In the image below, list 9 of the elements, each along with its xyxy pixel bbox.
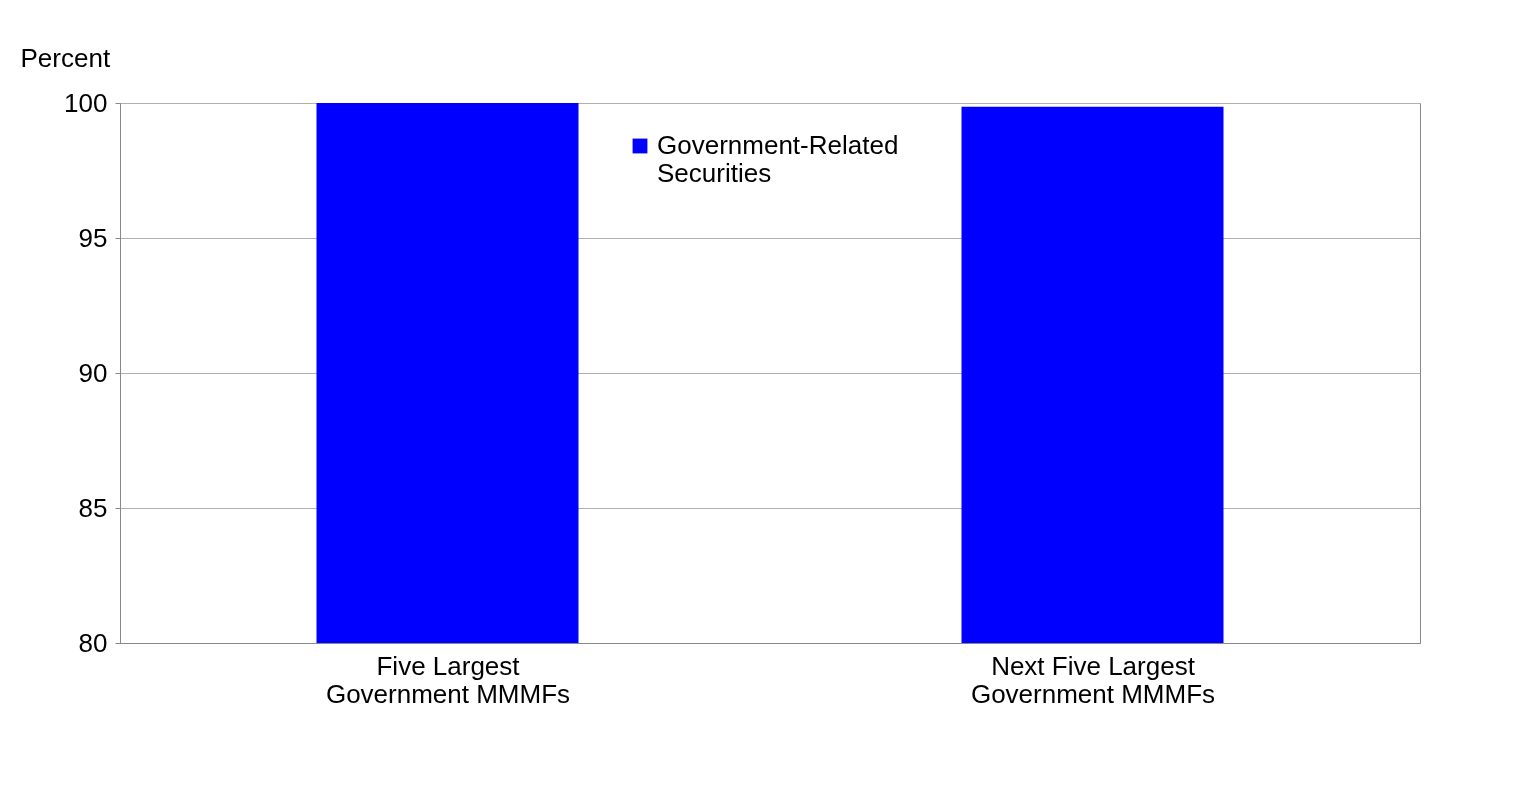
y-tick-label: 95: [78, 222, 108, 253]
x-tick-label: Next Five Largest Government MMMFs: [970, 650, 1216, 709]
y-tick-label: 85: [78, 492, 108, 523]
y-tick-label: 80: [78, 627, 108, 658]
y-axis-title: Percent: [20, 42, 111, 73]
y-tick-label: 100: [64, 87, 108, 118]
x-tick-label: Five Largest Government MMMFs: [325, 650, 571, 709]
y-tick-label: 90: [78, 357, 108, 388]
legend-label: Government-Related Securities: [657, 130, 899, 188]
